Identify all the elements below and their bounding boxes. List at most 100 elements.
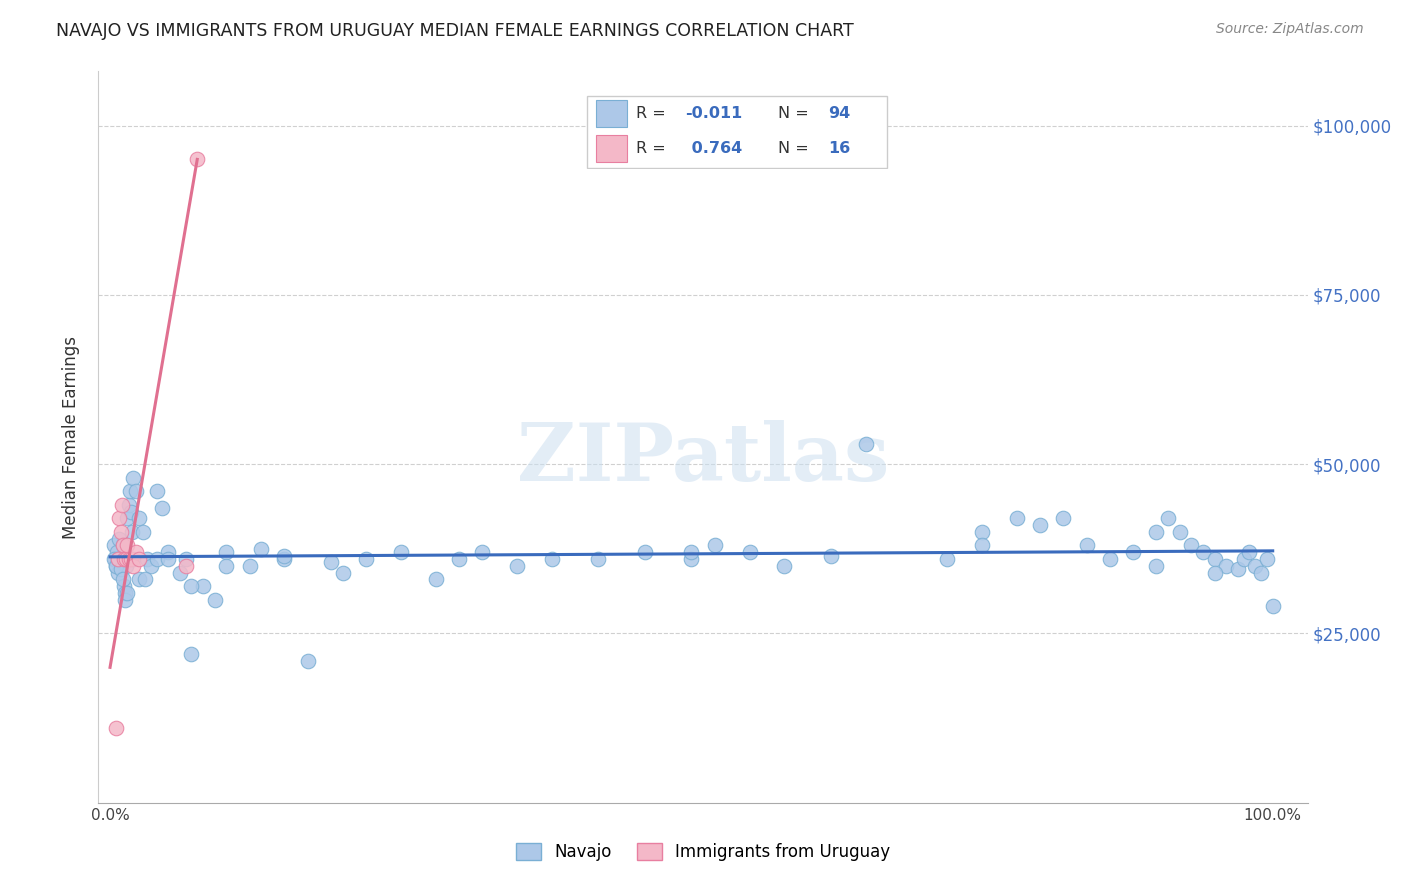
Point [820,549,842,563]
Point [1052,511,1074,525]
Point [111,538,134,552]
Y-axis label: Median Female Earnings: Median Female Earnings [62,335,80,539]
Point [1215,558,1237,573]
Point [703,538,725,552]
Point [1204,552,1226,566]
Point [120,552,142,566]
Point [136,552,159,566]
FancyBboxPatch shape [586,96,887,168]
Text: R =: R = [636,106,671,121]
Text: 94: 94 [828,106,851,121]
Point [1192,545,1215,559]
Point [104,558,127,573]
Point [118,498,141,512]
Point [110,552,132,566]
Point [1029,518,1052,533]
Point [103,552,125,566]
Point [332,566,354,580]
Point [169,566,191,580]
Point [588,552,610,566]
Text: NAVAJO VS IMMIGRANTS FROM URUGUAY MEDIAN FEMALE EARNINGS CORRELATION CHART: NAVAJO VS IMMIGRANTS FROM URUGUAY MEDIAN… [56,22,853,40]
Point [681,552,703,566]
Point [124,545,146,559]
Point [855,437,877,451]
Point [114,586,136,600]
Point [738,545,761,559]
Point [150,501,173,516]
Point [1261,599,1284,614]
Point [1226,562,1249,576]
Point [447,552,470,566]
Point [1144,524,1167,539]
Point [425,572,447,586]
Point [970,538,993,552]
Point [1244,558,1267,573]
Point [1256,552,1278,566]
Legend: Navajo, Immigrants from Uruguay: Navajo, Immigrants from Uruguay [509,836,897,868]
Point [145,484,167,499]
Point [1098,552,1121,566]
Point [117,586,139,600]
Point [110,524,132,539]
Point [122,558,145,573]
Text: Source: ZipAtlas.com: Source: ZipAtlas.com [1216,22,1364,37]
Point [215,545,238,559]
Point [108,532,131,546]
Point [112,579,135,593]
Point [215,558,238,573]
Point [108,511,131,525]
Point [124,484,146,499]
Point [936,552,959,566]
Point [1233,552,1256,566]
Point [354,552,377,566]
Point [117,538,139,552]
Point [681,545,703,559]
Point [297,654,319,668]
Point [180,579,202,593]
Point [1005,511,1028,525]
Point [191,579,214,593]
Text: R =: R = [636,141,671,156]
Point [239,558,262,573]
Point [970,524,993,539]
Text: N =: N = [779,106,814,121]
Point [121,524,143,539]
Text: N =: N = [779,141,814,156]
FancyBboxPatch shape [596,101,627,127]
Point [128,572,150,586]
Point [145,552,167,566]
Point [111,555,134,569]
Point [1204,566,1226,580]
Text: -0.011: -0.011 [686,106,742,121]
FancyBboxPatch shape [596,136,627,161]
Point [107,552,129,566]
Point [118,484,141,499]
Point [1180,538,1202,552]
Point [110,562,132,576]
Point [471,545,494,559]
Point [1250,566,1272,580]
Point [634,545,657,559]
Point [1168,524,1191,539]
Point [118,552,141,566]
Point [157,552,180,566]
Point [139,558,162,573]
Point [120,505,142,519]
Point [131,524,153,539]
Point [389,545,412,559]
Point [105,545,128,559]
Point [157,545,180,559]
Text: ZIPatlas: ZIPatlas [517,420,889,498]
Point [103,538,125,552]
Point [104,721,127,735]
Point [122,552,145,566]
Point [107,552,129,566]
Point [1076,538,1098,552]
Point [117,511,139,525]
Point [773,558,796,573]
Point [1144,558,1167,573]
Point [122,471,145,485]
Point [104,558,127,573]
Point [273,549,295,563]
Point [250,541,273,556]
